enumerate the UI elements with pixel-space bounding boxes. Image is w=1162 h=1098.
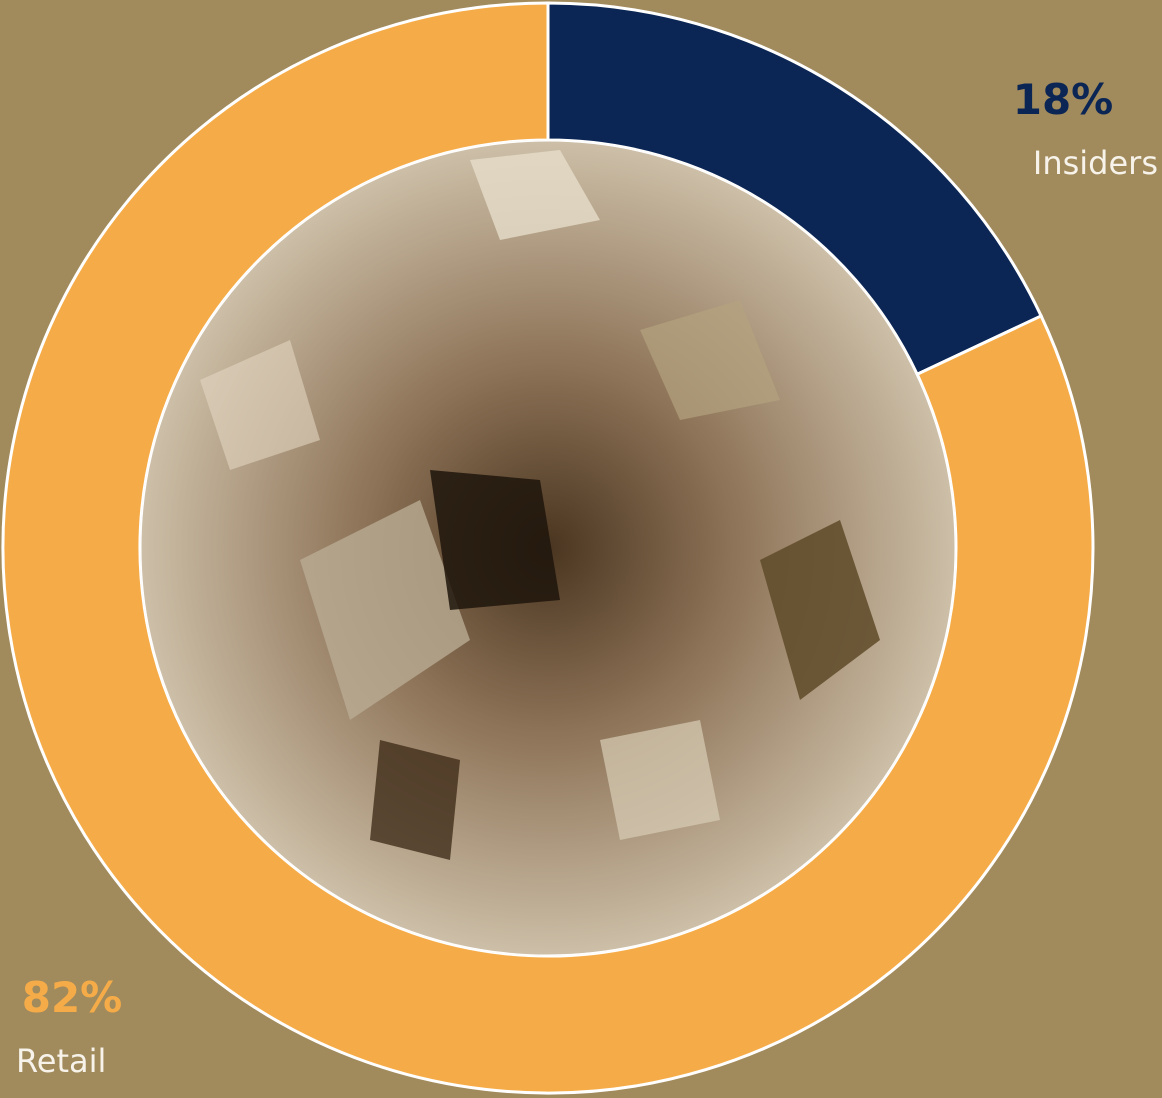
category-label: Insiders	[1033, 144, 1158, 182]
value-label: 82%	[22, 973, 123, 1022]
center-photo	[140, 140, 956, 956]
crystal	[600, 720, 720, 840]
crystal	[760, 520, 880, 700]
crystal	[200, 340, 320, 470]
crystal	[370, 740, 460, 860]
category-label: Retail	[16, 1042, 106, 1080]
crystal	[430, 470, 560, 610]
crystal	[470, 150, 600, 240]
crystal	[640, 300, 780, 420]
crystal	[300, 500, 470, 720]
value-label: 18%	[1013, 75, 1114, 124]
labels: 18% Insiders 82% Retail	[16, 75, 1158, 1080]
